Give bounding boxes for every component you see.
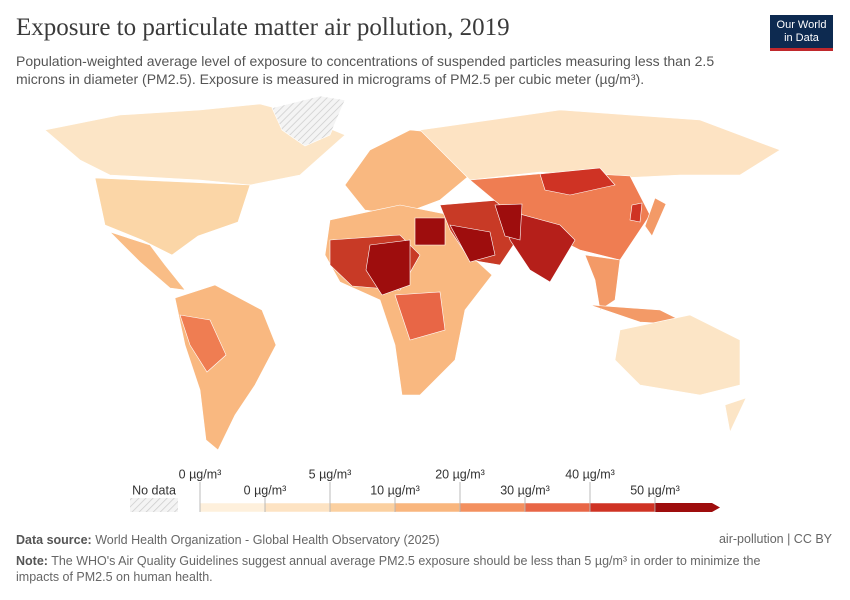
logo[interactable]: Our World in Data xyxy=(770,15,833,51)
legend-swatch xyxy=(459,502,526,513)
legend-swatch xyxy=(329,502,396,513)
source: Data source: World Health Organization -… xyxy=(16,532,806,548)
region xyxy=(179,314,227,373)
source-text: World Health Organization - Global Healt… xyxy=(95,533,440,547)
legend-tick-label: 10 µg/m³ xyxy=(370,483,420,497)
source-label: Data source: xyxy=(16,533,92,547)
region xyxy=(494,203,523,241)
subtitle: Population-weighted average level of exp… xyxy=(16,53,715,87)
legend-tick-label: 0 µg/m³ xyxy=(179,467,222,481)
legend-tick-label: 5 µg/m³ xyxy=(309,467,352,481)
no-data-label: No data xyxy=(132,483,176,497)
legend-swatch xyxy=(655,503,720,512)
slug[interactable]: air-pollution | CC BY xyxy=(718,532,832,546)
logo-line: in Data xyxy=(784,32,819,44)
region xyxy=(394,291,446,341)
region xyxy=(584,254,621,311)
no-data-swatch xyxy=(130,498,178,512)
legend-swatch xyxy=(589,502,656,513)
region xyxy=(614,314,741,396)
region xyxy=(419,109,781,181)
region xyxy=(44,103,346,186)
region xyxy=(449,224,496,263)
note-text: The WHO's Air Quality Guidelines suggest… xyxy=(16,554,761,584)
title: Exposure to particulate matter air pollu… xyxy=(16,14,510,41)
region xyxy=(539,167,616,196)
region xyxy=(94,177,251,256)
note: Note: The WHO's Air Quality Guidelines s… xyxy=(16,553,806,585)
region xyxy=(271,95,346,147)
region xyxy=(724,397,747,433)
legend-swatch xyxy=(394,502,461,513)
legend-tick-label: 50 µg/m³ xyxy=(630,483,680,497)
region xyxy=(414,217,446,246)
region xyxy=(644,197,667,237)
legend-swatch xyxy=(524,502,591,513)
logo-line: Our World xyxy=(776,19,827,31)
countries xyxy=(44,95,781,451)
region xyxy=(365,239,411,296)
legend-tick-label: 0 µg/m³ xyxy=(244,483,287,497)
legend-swatch xyxy=(264,502,331,513)
note-label: Note: xyxy=(16,554,48,568)
region xyxy=(504,209,576,283)
region xyxy=(109,231,186,291)
legend-tick-label: 30 µg/m³ xyxy=(500,483,550,497)
legend-swatch xyxy=(199,502,266,513)
legend-tick-label: 20 µg/m³ xyxy=(435,467,485,481)
region xyxy=(629,202,643,223)
region xyxy=(174,284,277,451)
legend: 0 µg/m³ 0 µg/m³ 5 µg/m³ 10 µg/m³ 20 µg/m³ 30 … xyxy=(179,467,720,513)
legend-tick-label: 40 µg/m³ xyxy=(565,467,615,481)
